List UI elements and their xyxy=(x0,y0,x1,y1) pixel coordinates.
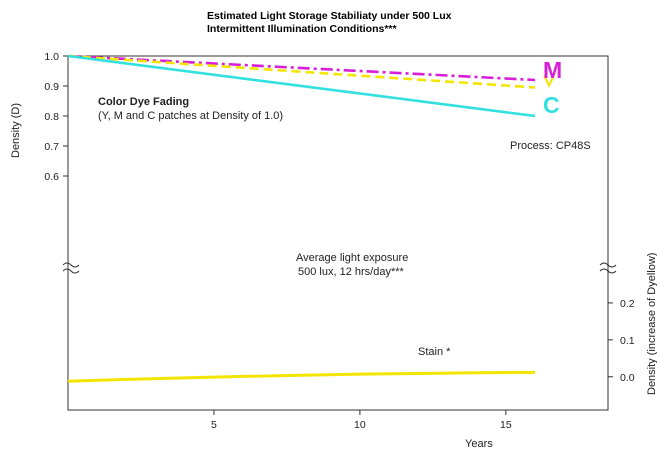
chart-title-line-1: Estimated Light Storage Stabiliaty under… xyxy=(207,10,452,22)
left-axis-break xyxy=(62,262,80,274)
y-tick-label: 0.9 xyxy=(44,81,59,93)
plot-frame xyxy=(67,55,609,411)
exposure-label-line-2: 500 lux, 12 hrs/day*** xyxy=(298,266,405,278)
left-y-axis-ticks: 1.0 0.9 0.8 0.7 0.6 xyxy=(44,51,68,183)
left-y-axis-label: Density (D) xyxy=(10,103,22,158)
dye-fading-title: Color Dye Fading xyxy=(98,96,189,108)
right-axis-break xyxy=(599,262,617,274)
dye-fading-subtitle: (Y, M and C patches at Density of 1.0) xyxy=(98,110,283,122)
x-axis-ticks: 5 10 15 xyxy=(211,410,512,431)
y-tick-label: 0.6 xyxy=(44,171,59,183)
y-tick-label: 1.0 xyxy=(44,51,59,63)
right-y-tick-label: 0.2 xyxy=(620,298,635,310)
series-line-c xyxy=(67,54,536,118)
chart-title-line-2: Intermittent Illumination Conditions*** xyxy=(207,23,397,35)
lower-panel-series xyxy=(67,370,536,383)
process-label: Process: CP48S xyxy=(510,140,591,152)
x-tick-label: 15 xyxy=(500,419,512,431)
y-tick-label: 0.8 xyxy=(44,111,59,123)
right-y-axis-ticks: 0.2 0.1 0.0 xyxy=(608,298,635,384)
right-y-axis-label: Density (increase of Dyellow) xyxy=(646,253,657,395)
right-y-tick-label: 0.0 xyxy=(620,372,635,384)
y-tick-label: 0.7 xyxy=(44,141,59,153)
series-label-c: C xyxy=(543,92,560,118)
upper-panel-series xyxy=(67,54,555,118)
x-axis-label: Years xyxy=(465,438,493,450)
exposure-label-line-1: Average light exposure xyxy=(296,252,408,264)
x-tick-label: 5 xyxy=(211,419,217,431)
series-line-y xyxy=(67,54,536,89)
right-y-tick-label: 0.1 xyxy=(620,335,635,347)
series-line-stain xyxy=(67,370,536,383)
x-tick-label: 10 xyxy=(354,419,366,431)
series-label-m: M xyxy=(543,57,562,83)
series-end-marker-y xyxy=(543,75,555,88)
stain-label: Stain * xyxy=(418,346,451,358)
